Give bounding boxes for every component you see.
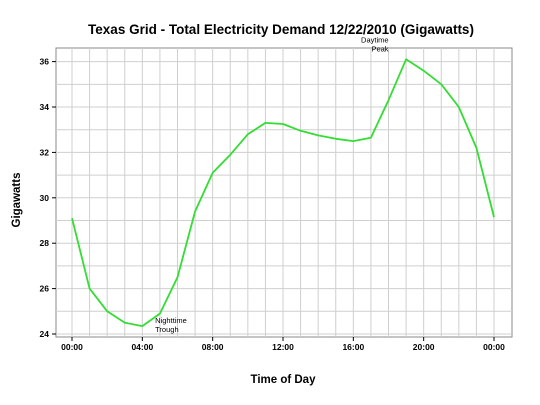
series-group [71, 58, 495, 328]
x-axis-label: Time of Day [251, 374, 317, 386]
y-tick-label: 32 [40, 147, 50, 157]
x-tick-label: 00:00 [483, 342, 505, 352]
peak-annotation: Daytime [361, 35, 389, 44]
x-tick-label: 08:00 [202, 342, 224, 352]
series-line [71, 58, 495, 328]
trough-annotation: Nighttime [155, 316, 187, 325]
trough-annotation: Trough [155, 325, 179, 334]
y-tick-label: 30 [40, 193, 50, 203]
y-tick-label: 28 [40, 238, 50, 248]
y-tick-label: 26 [40, 284, 50, 294]
x-tick-label: 00:00 [61, 342, 83, 352]
y-tick-label: 36 [40, 57, 50, 67]
x-tick-label: 04:00 [131, 342, 153, 352]
y-axis-ticks: 24 26 28 30 32 34 36 [40, 57, 56, 339]
y-tick-label: 34 [40, 102, 50, 112]
y-tick-label: 24 [40, 329, 50, 339]
y-axis-label: Gigawatts [11, 173, 23, 228]
x-tick-label: 16:00 [342, 342, 364, 352]
gridlines [56, 48, 512, 337]
x-tick-label: 20:00 [413, 342, 435, 352]
x-axis-ticks: 00:00 04:00 08:00 12:00 16:00 20:00 00:00 [61, 337, 505, 352]
x-tick-label: 12:00 [272, 342, 294, 352]
peak-annotation: Peak [371, 44, 388, 53]
chart-title: Texas Grid - Total Electricity Demand 12… [88, 22, 474, 37]
